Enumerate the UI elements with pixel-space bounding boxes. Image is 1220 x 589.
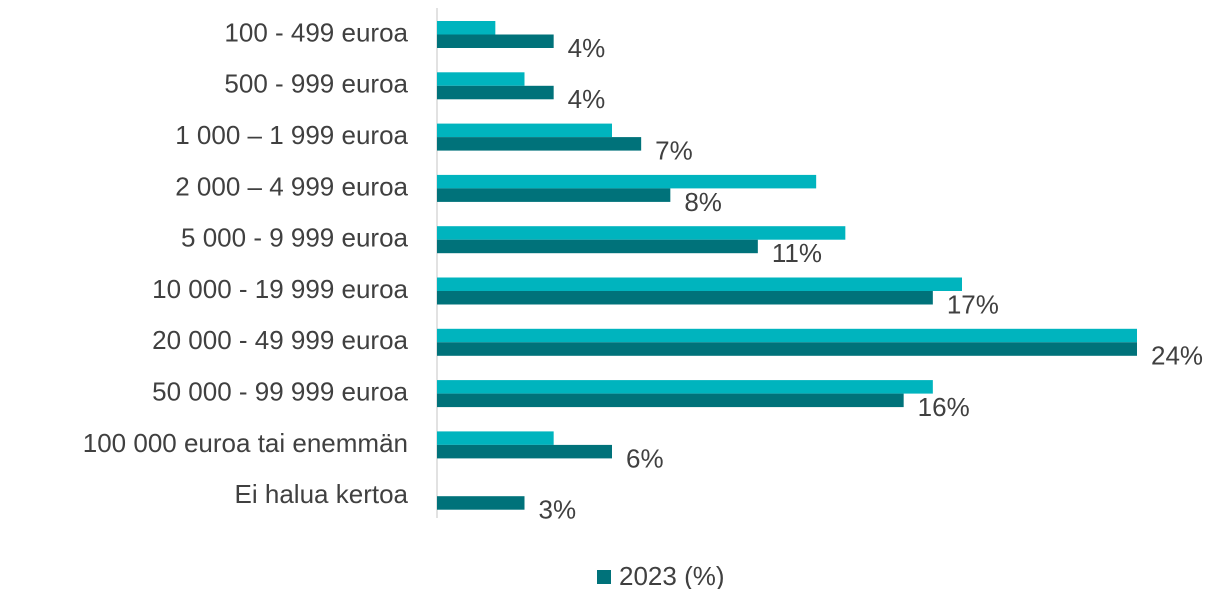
legend-swatch <box>597 570 611 584</box>
data-label: 11% <box>772 238 822 268</box>
y-tick-label: 10 000 - 19 999 euroa <box>152 274 408 304</box>
y-tick-label: 500 - 999 euroa <box>224 69 408 99</box>
y-tick-label: 1 000 – 1 999 euroa <box>175 120 408 150</box>
data-label: 4% <box>568 84 606 114</box>
bar <box>437 444 612 459</box>
bar <box>437 72 525 86</box>
data-label: 24% <box>1151 341 1203 371</box>
bar <box>437 342 1137 356</box>
y-tick-label: 50 000 - 99 999 euroa <box>152 376 408 406</box>
data-label: 16% <box>918 392 970 422</box>
bar <box>437 291 933 305</box>
y-tick-label: 100 - 499 euroa <box>224 17 408 47</box>
data-label: 6% <box>626 443 664 473</box>
data-label: 3% <box>539 495 577 525</box>
y-tick-label: 2 000 – 4 999 euroa <box>175 171 408 201</box>
y-tick-label: 5 000 - 9 999 euroa <box>181 223 408 253</box>
y-tick-label: 100 000 euroa tai enemmän <box>83 428 408 458</box>
y-tick-label: Ei halua kertoa <box>235 479 409 509</box>
data-label: 17% <box>947 289 999 319</box>
bar <box>437 85 554 100</box>
data-label: 8% <box>684 187 722 217</box>
bar <box>437 380 933 394</box>
bar <box>437 496 525 510</box>
y-tick-label: 20 000 - 49 999 euroa <box>152 325 408 355</box>
bar <box>437 328 1137 343</box>
bar <box>437 393 904 408</box>
bar <box>437 21 496 35</box>
bar <box>437 226 846 240</box>
data-label: 4% <box>568 33 606 63</box>
bar <box>437 277 962 291</box>
bar <box>437 188 671 202</box>
bar <box>437 137 642 151</box>
bar <box>437 123 612 138</box>
bar <box>437 34 554 48</box>
bar <box>437 431 554 445</box>
legend-label: 2023 (%) <box>619 561 725 589</box>
data-label: 7% <box>655 135 693 165</box>
bar <box>437 174 817 189</box>
bar <box>437 239 758 254</box>
